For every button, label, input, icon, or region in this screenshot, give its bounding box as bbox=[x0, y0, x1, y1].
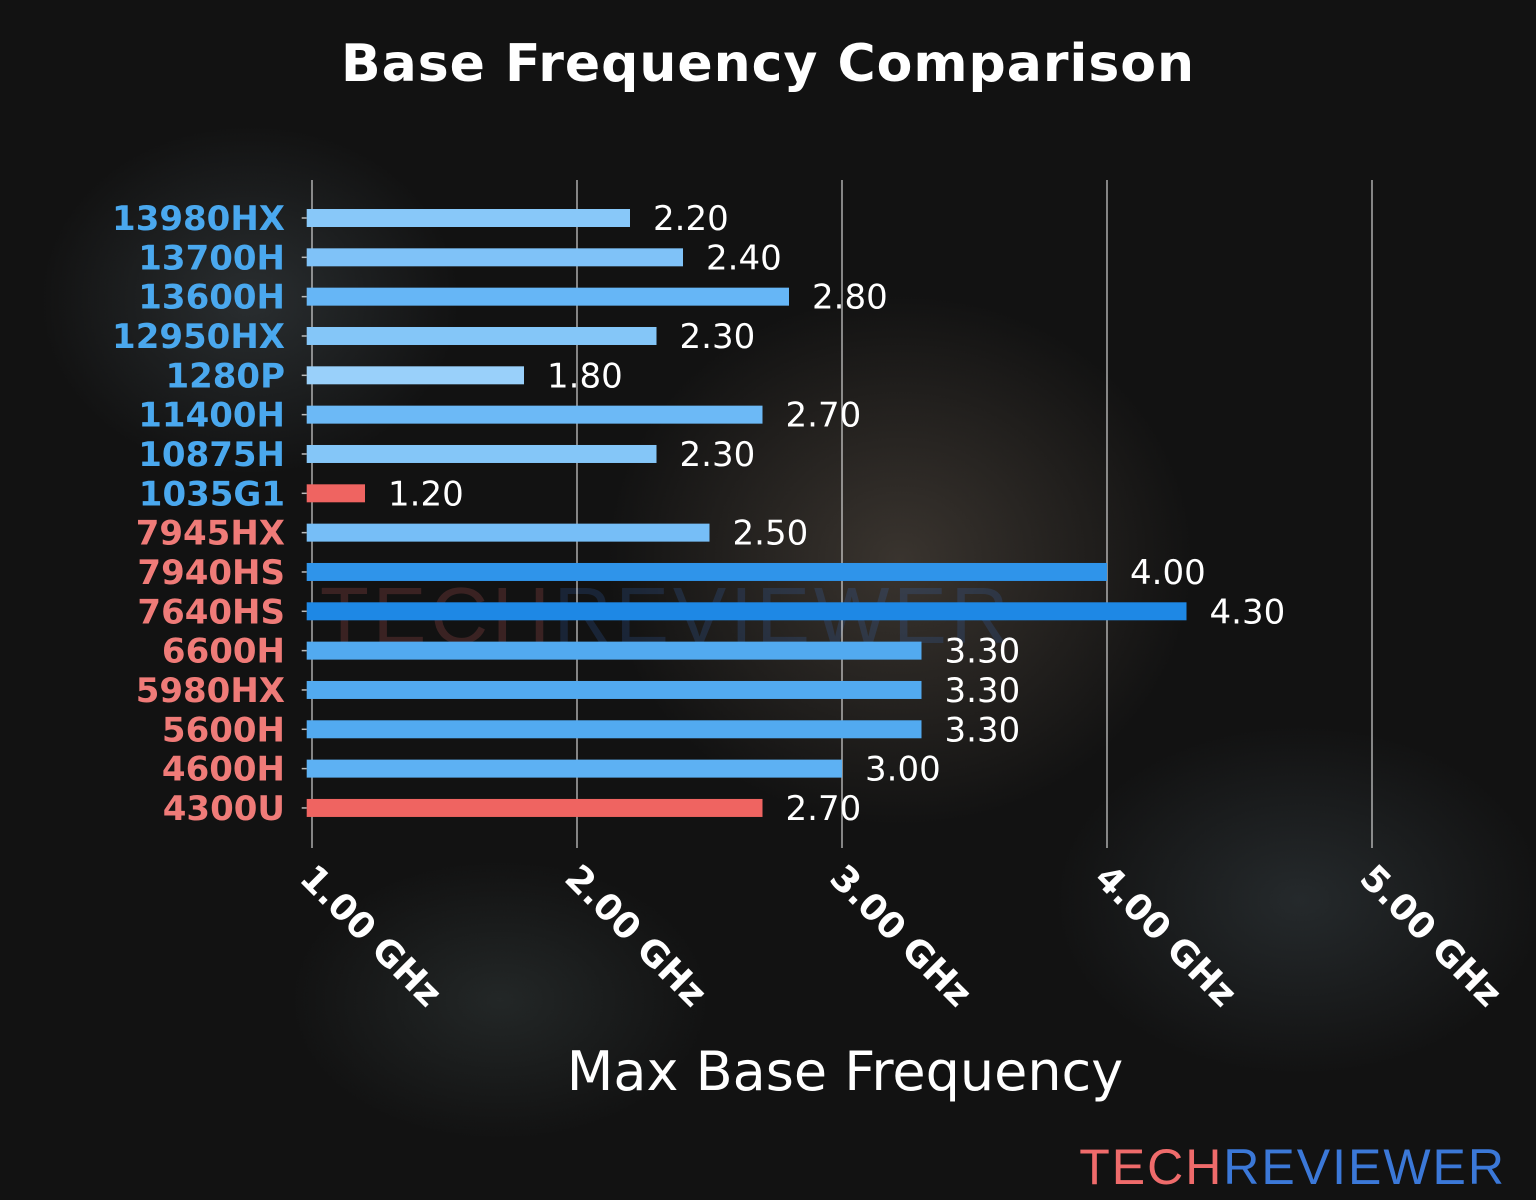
data-label: 3.30 bbox=[945, 671, 1021, 711]
bar bbox=[306, 484, 365, 503]
y-tick-label: 6600H bbox=[162, 632, 285, 672]
bar bbox=[306, 444, 657, 463]
bar bbox=[306, 602, 1187, 621]
bar bbox=[306, 641, 922, 660]
logo-part-reviewer: REVIEWER bbox=[1223, 1139, 1506, 1195]
data-label: 2.50 bbox=[733, 514, 809, 554]
techreviewer-logo: TECHREVIEWER bbox=[1079, 1138, 1506, 1196]
bar bbox=[306, 366, 524, 385]
x-axis-label: Max Base Frequency bbox=[566, 1040, 1124, 1103]
data-label: 2.30 bbox=[680, 435, 756, 475]
data-label: 3.30 bbox=[945, 710, 1021, 750]
y-tick-label: 5600H bbox=[162, 710, 285, 750]
y-tick-label: 13980HX bbox=[112, 199, 285, 239]
data-label: 2.70 bbox=[786, 396, 862, 436]
y-tick-label: 4600H bbox=[162, 750, 285, 790]
bar bbox=[306, 798, 763, 817]
y-tick-label: 1280P bbox=[165, 356, 285, 396]
data-label: 2.80 bbox=[812, 278, 888, 318]
y-tick-label: 4300U bbox=[163, 789, 285, 829]
data-label: 4.30 bbox=[1210, 592, 1286, 632]
bar bbox=[306, 720, 922, 739]
x-tick-label: 4.00 GHz bbox=[1087, 857, 1245, 1015]
y-tick-label: 11400H bbox=[138, 396, 285, 436]
bar bbox=[306, 523, 710, 542]
data-label: 2.70 bbox=[786, 789, 862, 829]
data-label: 4.00 bbox=[1130, 553, 1206, 593]
y-tick-label: 13700H bbox=[138, 238, 285, 278]
bar bbox=[306, 209, 630, 227]
y-tick-label: 5980HX bbox=[136, 671, 285, 711]
x-tick-label: 2.00 GHz bbox=[557, 857, 715, 1015]
bar bbox=[306, 759, 842, 778]
y-tick-label: 7640HS bbox=[137, 592, 285, 632]
data-label: 1.80 bbox=[547, 356, 623, 396]
data-label: 1.20 bbox=[388, 474, 464, 514]
logo-part-tech: TECH bbox=[1079, 1139, 1224, 1195]
data-label: 2.40 bbox=[706, 238, 782, 278]
data-label: 3.00 bbox=[865, 750, 941, 790]
data-label: 3.30 bbox=[945, 632, 1021, 672]
bar bbox=[306, 405, 763, 424]
y-tick-label: 7940HS bbox=[137, 553, 285, 593]
bar bbox=[306, 326, 657, 345]
data-label: 2.20 bbox=[653, 199, 729, 239]
y-tick-label: 12950HX bbox=[112, 317, 285, 357]
y-tick-label: 7945HX bbox=[136, 514, 285, 554]
bar bbox=[306, 287, 789, 306]
x-tick-label: 1.00 GHz bbox=[292, 857, 450, 1015]
y-tick-label: 13600H bbox=[138, 278, 285, 318]
bar bbox=[306, 562, 1107, 581]
x-tick-label: 3.00 GHz bbox=[822, 857, 980, 1015]
bar bbox=[306, 680, 922, 699]
chart-title: Base Frequency Comparison bbox=[340, 34, 1196, 94]
y-tick-label: 10875H bbox=[138, 435, 285, 475]
x-tick-label: 5.00 GHz bbox=[1352, 857, 1510, 1015]
data-label: 2.30 bbox=[680, 317, 756, 357]
y-tick-label: 1035G1 bbox=[139, 474, 285, 514]
bar bbox=[306, 248, 683, 267]
